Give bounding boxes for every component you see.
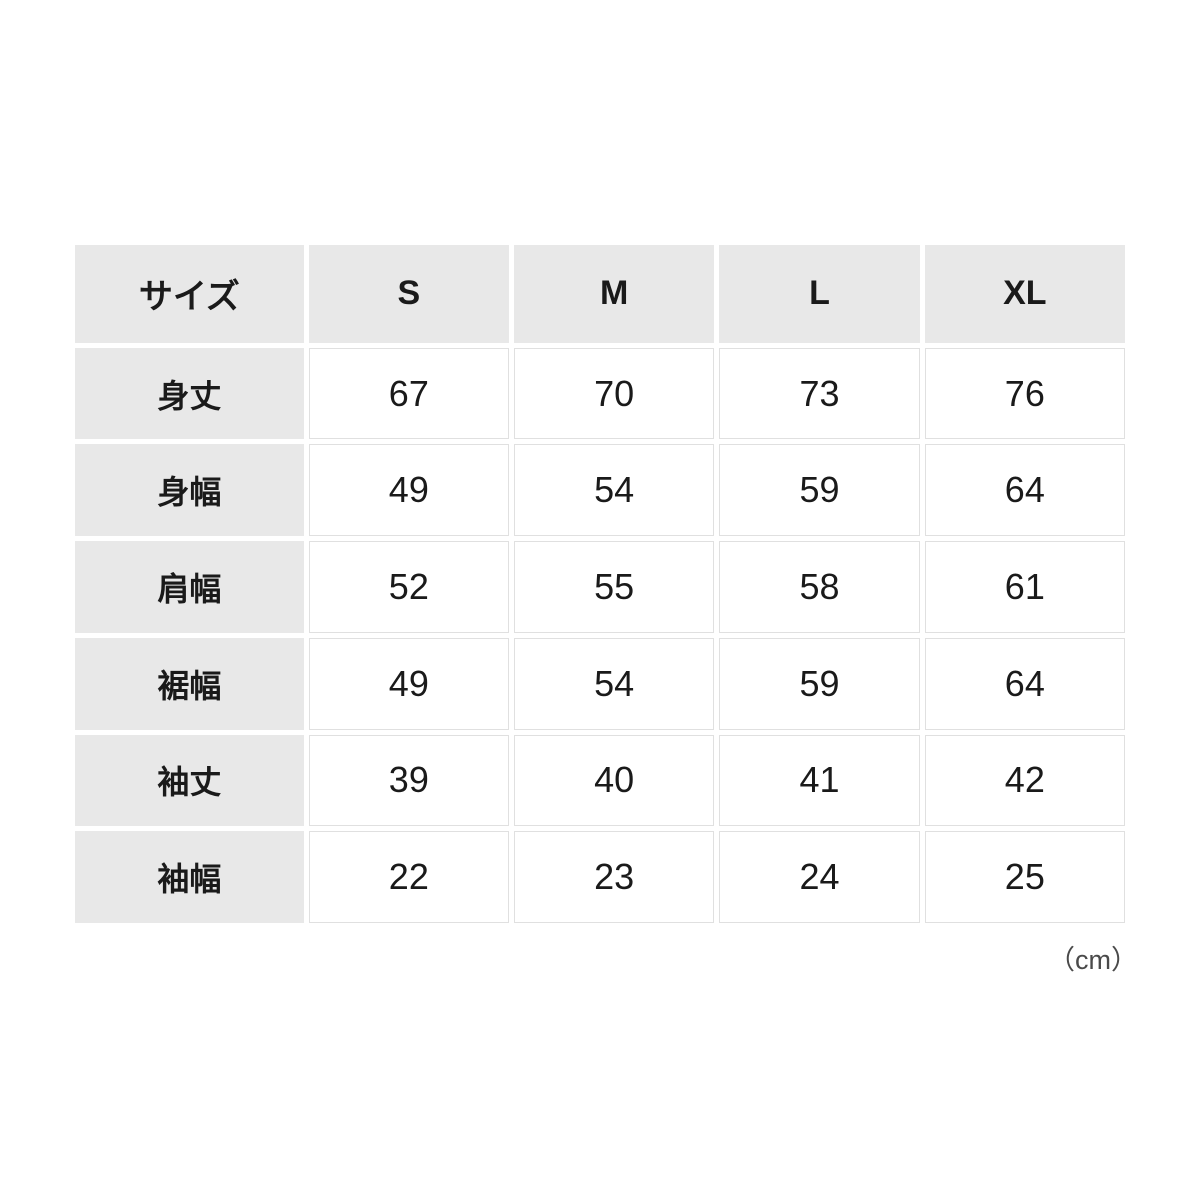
cell-value: 59	[719, 444, 920, 537]
cell-value: 73	[719, 347, 920, 440]
header-size-s: S	[308, 245, 509, 343]
header-size-l: L	[719, 245, 920, 343]
cell-value: 40	[513, 734, 715, 827]
cell-value: 70	[513, 347, 715, 440]
cell-value: 39	[308, 734, 509, 827]
cell-value: 41	[719, 734, 920, 827]
size-chart-table: サイズ S M L XL 身丈 67 70 73 76 身幅 49 54 59 …	[70, 240, 1130, 928]
cell-value: 23	[513, 831, 715, 923]
cell-value: 22	[308, 831, 509, 923]
row-label-body-width: 身幅	[75, 444, 304, 537]
cell-value: 67	[308, 347, 509, 440]
table-row: 身丈 67 70 73 76	[75, 347, 1125, 440]
table-row: 身幅 49 54 59 64	[75, 444, 1125, 537]
table-header-row: サイズ S M L XL	[75, 245, 1125, 343]
table-row: 袖幅 22 23 24 25	[75, 831, 1125, 923]
cell-value: 54	[513, 637, 715, 730]
header-size-xl: XL	[924, 245, 1125, 343]
row-label-sleeve-width: 袖幅	[75, 831, 304, 923]
cell-value: 49	[308, 444, 509, 537]
cell-value: 61	[924, 541, 1125, 633]
cell-value: 59	[719, 637, 920, 730]
cell-value: 52	[308, 541, 509, 633]
cell-value: 49	[308, 637, 509, 730]
cell-value: 64	[924, 444, 1125, 537]
header-size-m: M	[513, 245, 715, 343]
cell-value: 54	[513, 444, 715, 537]
cell-value: 76	[924, 347, 1125, 440]
header-corner-cell: サイズ	[75, 245, 304, 343]
table-row: 裾幅 49 54 59 64	[75, 637, 1125, 730]
row-label-hem-width: 裾幅	[75, 637, 304, 730]
row-label-sleeve-length: 袖丈	[75, 734, 304, 827]
table-row: 肩幅 52 55 58 61	[75, 541, 1125, 633]
cell-value: 58	[719, 541, 920, 633]
unit-note: （cm）	[1048, 945, 1138, 975]
cell-value: 24	[719, 831, 920, 923]
table-row: 袖丈 39 40 41 42	[75, 734, 1125, 827]
cell-value: 25	[924, 831, 1125, 923]
cell-value: 64	[924, 637, 1125, 730]
row-label-shoulder-width: 肩幅	[75, 541, 304, 633]
row-label-body-length: 身丈	[75, 347, 304, 440]
cell-value: 55	[513, 541, 715, 633]
cell-value: 42	[924, 734, 1125, 827]
